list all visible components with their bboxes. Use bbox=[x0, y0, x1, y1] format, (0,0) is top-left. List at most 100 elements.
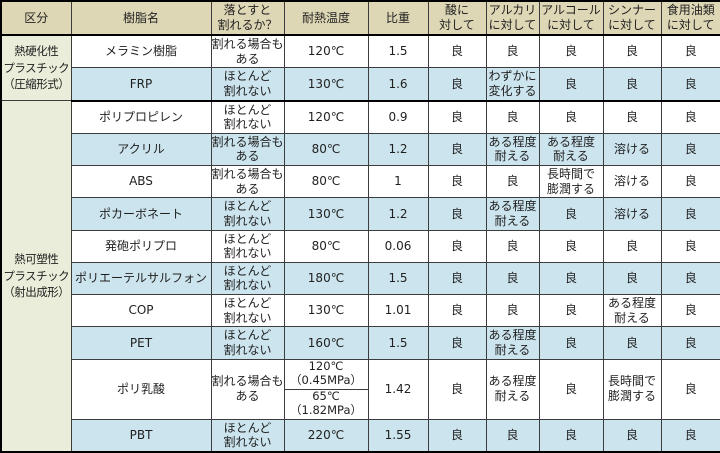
column-header: 酸に 対して bbox=[427, 0, 487, 36]
alkali-cell: ある程度 耐える bbox=[485, 326, 540, 360]
resin-name-cell: PET bbox=[70, 326, 212, 360]
alcohol-cell: 長時間で 膨潤する bbox=[538, 164, 604, 199]
acid-cell: 良 bbox=[427, 34, 487, 69]
alcohol-cell: 良 bbox=[538, 358, 604, 420]
alkali-cell: わずかに 変化する bbox=[485, 67, 540, 102]
acid-cell: 良 bbox=[427, 100, 487, 134]
alcohol-cell: 良 bbox=[538, 67, 604, 102]
edible-oil-cell: 良 bbox=[660, 358, 720, 420]
specific-gravity-cell: 1 bbox=[367, 164, 429, 199]
edible-oil-cell: 良 bbox=[660, 100, 720, 134]
alcohol-cell: 良 bbox=[538, 34, 604, 69]
heat-temp-cell: 160℃ bbox=[283, 326, 369, 360]
drop-crack-cell: 割れる場合も ある bbox=[210, 34, 285, 69]
resin-name-cell: ポリ乳酸 bbox=[70, 358, 212, 420]
acid-cell: 良 bbox=[427, 261, 487, 296]
edible-oil-cell: 良 bbox=[660, 293, 720, 328]
drop-crack-cell: ほとんど 割れない bbox=[210, 197, 285, 231]
edible-oil-cell: 良 bbox=[660, 261, 720, 296]
drop-crack-cell: ほとんど 割れない bbox=[210, 229, 285, 263]
acid-cell: 良 bbox=[427, 67, 487, 102]
alcohol-cell: 良 bbox=[538, 261, 604, 296]
resin-name-cell: ポリエーテルサルフォン bbox=[70, 261, 212, 296]
alcohol-cell: 良 bbox=[538, 418, 604, 453]
table-row: ABS 割れる場合も ある 80℃ 1 良良長時間で 膨潤する 溶ける良 bbox=[1, 164, 720, 199]
edible-oil-cell: 良 bbox=[660, 34, 720, 69]
table-row: 熱硬化性 プラスチック （圧縮形式） メラミン樹脂 割れる場合も ある 120℃ 1.5… bbox=[0, 34, 720, 101]
resin-name-cell: ABS bbox=[70, 164, 212, 199]
heat-temp-cell: 80℃ bbox=[283, 132, 369, 167]
alcohol-cell: 良 bbox=[538, 229, 604, 263]
specific-gravity-cell: 1.55 bbox=[367, 418, 429, 453]
heat-temp-subcell: 65℃ （1.82MPa） bbox=[285, 388, 367, 419]
edible-oil-cell: 良 bbox=[660, 164, 720, 199]
thinner-cell: 良 bbox=[602, 418, 662, 453]
alkali-cell: 良 bbox=[485, 418, 540, 453]
column-header: 樹脂名 bbox=[70, 0, 212, 36]
column-header: 区分 bbox=[0, 0, 72, 36]
alkali-cell: ある程度 耐える bbox=[485, 132, 540, 167]
table-row: アクリル 割れる場合も ある 80℃ 1.2 良ある程度 耐える ある程度 耐える 溶ける良 bbox=[1, 132, 720, 167]
resin-name-cell: 発砲ポリプロ bbox=[70, 229, 212, 263]
heat-temp-cell: 80℃ bbox=[283, 164, 369, 199]
thinner-cell: 良 bbox=[602, 326, 662, 360]
alkali-cell: 良 bbox=[485, 164, 540, 199]
specific-gravity-cell: 0.9 bbox=[367, 100, 429, 134]
specific-gravity-cell: 1.5 bbox=[367, 261, 429, 296]
thinner-cell: 良 bbox=[602, 261, 662, 296]
column-header: シンナー に対して bbox=[602, 0, 662, 36]
alcohol-cell: 良 bbox=[538, 293, 604, 328]
drop-crack-cell: ほとんど 割れない bbox=[210, 326, 285, 360]
drop-crack-cell: ほとんど 割れない bbox=[210, 100, 285, 134]
category-cell: 熱可塑性 プラスチック （射出成形） bbox=[0, 99, 72, 453]
edible-oil-cell: 良 bbox=[660, 229, 720, 263]
thinner-cell: 良 bbox=[602, 229, 662, 263]
drop-crack-cell: ほとんど 割れない bbox=[210, 261, 285, 296]
resin-name-cell: ポカーボネート bbox=[70, 197, 212, 231]
alkali-cell: 良 bbox=[485, 229, 540, 263]
column-header: 比重 bbox=[367, 0, 429, 36]
thinner-cell: 良 bbox=[602, 34, 662, 69]
acid-cell: 良 bbox=[427, 418, 487, 453]
alkali-cell: 良 bbox=[485, 34, 540, 69]
drop-crack-cell: 割れる場合も ある bbox=[210, 132, 285, 167]
acid-cell: 良 bbox=[427, 326, 487, 360]
table-row: ポリエーテルサルフォン ほとんど 割れない 180℃ 1.5 良良良良良 bbox=[1, 261, 720, 296]
resin-name-cell: FRP bbox=[70, 67, 212, 102]
drop-crack-cell: ほとんど 割れない bbox=[210, 418, 285, 453]
heat-temp-cell: 180℃ bbox=[283, 261, 369, 296]
alkali-cell: 良 bbox=[485, 100, 540, 134]
drop-crack-cell: 割れる場合も ある bbox=[210, 164, 285, 199]
category-cell: 熱硬化性 プラスチック （圧縮形式） bbox=[0, 34, 72, 101]
specific-gravity-cell: 1.5 bbox=[367, 326, 429, 360]
specific-gravity-cell: 1.01 bbox=[367, 293, 429, 328]
resin-name-cell: アクリル bbox=[70, 132, 212, 167]
drop-crack-cell: ほとんど 割れない bbox=[210, 293, 285, 328]
specific-gravity-cell: 1.42 bbox=[367, 358, 429, 420]
specific-gravity-cell: 0.06 bbox=[367, 229, 429, 263]
drop-crack-cell: 割れる場合も ある bbox=[210, 358, 285, 420]
edible-oil-cell: 良 bbox=[660, 197, 720, 231]
heat-temp-cell: 120℃ bbox=[283, 100, 369, 134]
heat-temp-cell: 220℃ bbox=[283, 418, 369, 453]
alcohol-cell: 良 bbox=[538, 197, 604, 231]
acid-cell: 良 bbox=[427, 132, 487, 167]
specific-gravity-cell: 1.2 bbox=[367, 197, 429, 231]
table-row: PET ほとんど 割れない 160℃ 1.5 良ある程度 耐える良良良 bbox=[1, 326, 720, 360]
thinner-cell: 長時間で 膨潤する bbox=[602, 358, 662, 420]
drop-crack-cell: ほとんど 割れない bbox=[210, 67, 285, 102]
table-row: ポリ乳酸 割れる場合も ある 120℃ （0.45MPa） 65℃ （1.82MPa）… bbox=[1, 358, 720, 420]
alkali-cell: ある程度 耐える bbox=[485, 197, 540, 231]
alkali-cell: ある程度 耐える bbox=[485, 358, 540, 420]
acid-cell: 良 bbox=[427, 358, 487, 420]
table-row: 発砲ポリプロ ほとんど 割れない 80℃ 0.06 良良良良良 bbox=[1, 229, 720, 263]
table-row: COP ほとんど 割れない 130℃ 1.01 良良良ある程度 耐える良 bbox=[1, 293, 720, 328]
column-header: 耐熱温度 bbox=[283, 0, 369, 36]
acid-cell: 良 bbox=[427, 229, 487, 263]
alcohol-cell: ある程度 耐える bbox=[538, 132, 604, 167]
heat-temp-cell: 130℃ bbox=[283, 293, 369, 328]
alcohol-cell: 良 bbox=[538, 326, 604, 360]
resin-name-cell: ポリプロピレン bbox=[70, 100, 212, 134]
heat-temp-subcell: 120℃ （0.45MPa） bbox=[290, 359, 362, 387]
